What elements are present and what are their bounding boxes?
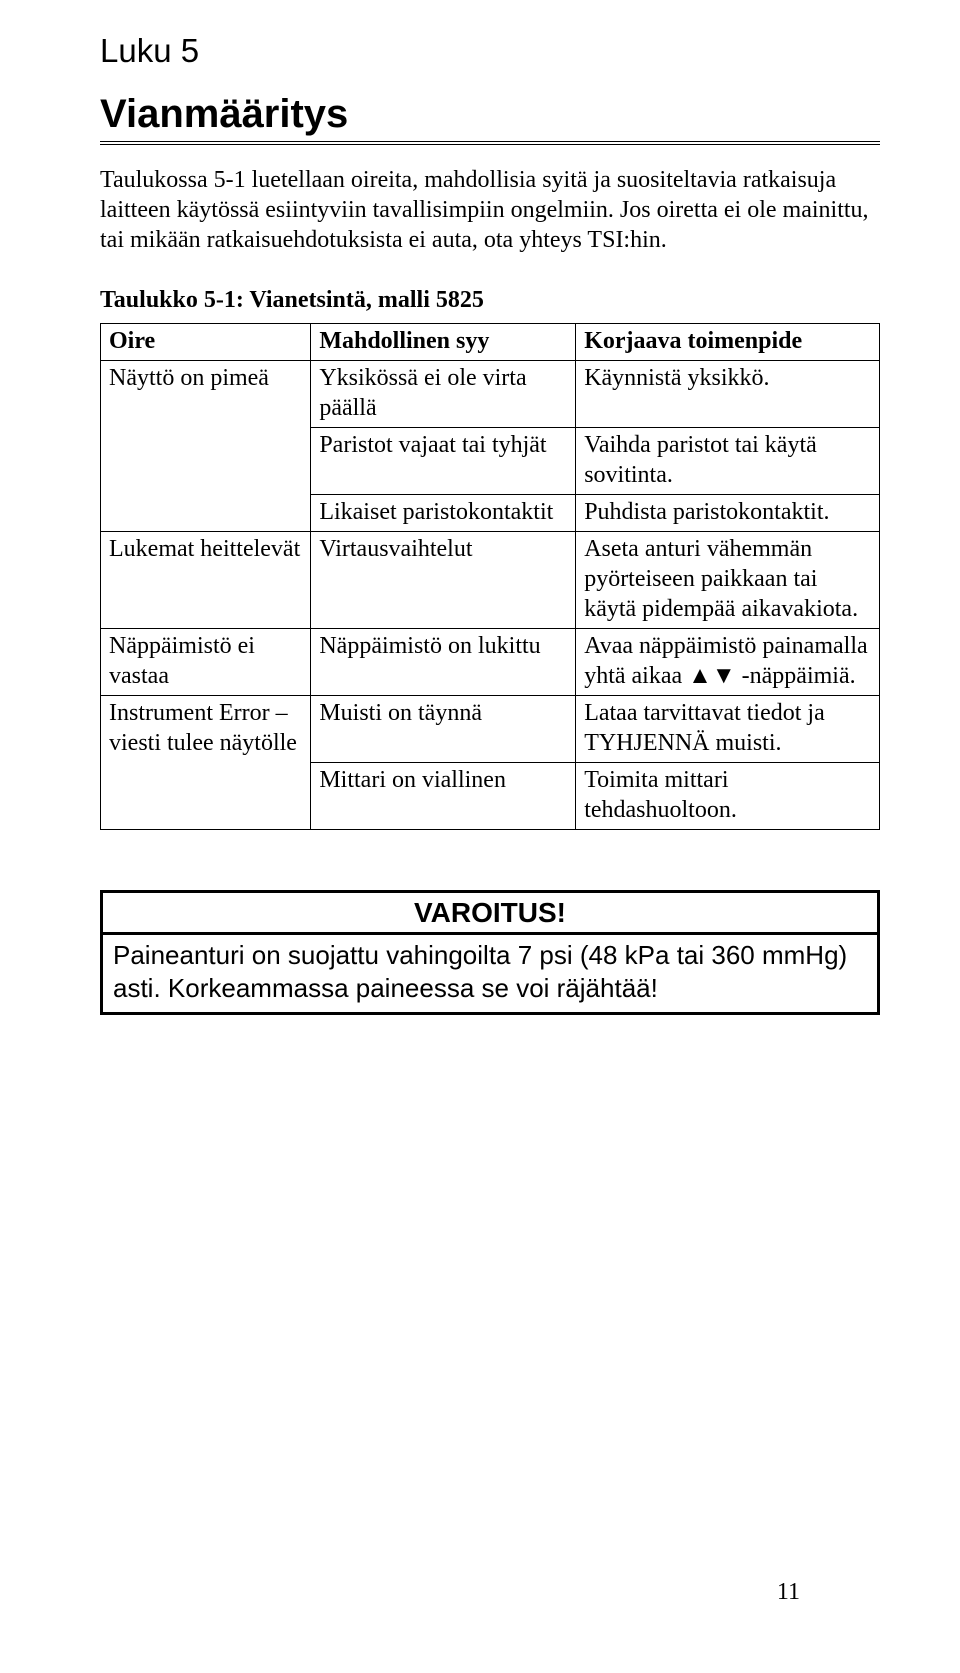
- table-cell-fix: Käynnistä yksikkö.: [576, 361, 880, 428]
- table-row: Näppäimistö ei vastaa Näppäimistö on luk…: [101, 629, 880, 696]
- warning-title: VAROITUS!: [103, 893, 877, 935]
- table-cell-syy: Virtausvaihtelut: [311, 532, 576, 629]
- chapter-label: Luku 5: [100, 30, 880, 71]
- table-cell-oire: Instrument Error – viesti tulee näytölle: [101, 696, 311, 830]
- table-header-oire: Oire: [101, 324, 311, 361]
- intro-paragraph: Taulukossa 5-1 luetellaan oireita, mahdo…: [100, 165, 880, 255]
- table-cell-oire: Lukemat heittelevät: [101, 532, 311, 629]
- page-number: 11: [777, 1577, 800, 1607]
- troubleshooting-table: Oire Mahdollinen syy Korjaava toimenpide…: [100, 323, 880, 830]
- table-cell-oire: Näppäimistö ei vastaa: [101, 629, 311, 696]
- table-header-row: Oire Mahdollinen syy Korjaava toimenpide: [101, 324, 880, 361]
- table-cell-fix: Aseta anturi vähemmän pyörteiseen paikka…: [576, 532, 880, 629]
- table-row: Lukemat heittelevät Virtausvaihtelut Ase…: [101, 532, 880, 629]
- table-row: Näyttö on pimeä Yksikössä ei ole virta p…: [101, 361, 880, 428]
- table-cell-syy: Paristot vajaat tai tyhjät: [311, 428, 576, 495]
- table-cell-fix: Lataa tarvittavat tiedot ja TYHJENNÄ mui…: [576, 696, 880, 763]
- table-cell-syy: Muisti on täynnä: [311, 696, 576, 763]
- table-caption: Taulukko 5-1: Vianetsintä, malli 5825: [100, 285, 880, 315]
- table-cell-fix: Avaa näppäimistö painamalla yhtä aikaa ▲…: [576, 629, 880, 696]
- warning-body: Paineanturi on suojattu vahingoilta 7 ps…: [103, 935, 877, 1012]
- table-cell-syy: Näppäimistö on lukittu: [311, 629, 576, 696]
- table-cell-fix: Puhdista paristokontaktit.: [576, 495, 880, 532]
- table-cell-syy: Likaiset paristokontaktit: [311, 495, 576, 532]
- table-cell-fix: Vaihda paristot tai käytä sovitinta.: [576, 428, 880, 495]
- chapter-title: Vianmääritys: [100, 89, 880, 139]
- table-cell-oire: Näyttö on pimeä: [101, 361, 311, 532]
- title-rule: [100, 141, 880, 145]
- table-header-toimenpide: Korjaava toimenpide: [576, 324, 880, 361]
- table-cell-fix: Toimita mittari tehdashuoltoon.: [576, 763, 880, 830]
- table-cell-syy: Yksikössä ei ole virta päällä: [311, 361, 576, 428]
- table-row: Instrument Error – viesti tulee näytölle…: [101, 696, 880, 763]
- table-header-syy: Mahdollinen syy: [311, 324, 576, 361]
- warning-box: VAROITUS! Paineanturi on suojattu vahing…: [100, 890, 880, 1015]
- table-cell-syy: Mittari on viallinen: [311, 763, 576, 830]
